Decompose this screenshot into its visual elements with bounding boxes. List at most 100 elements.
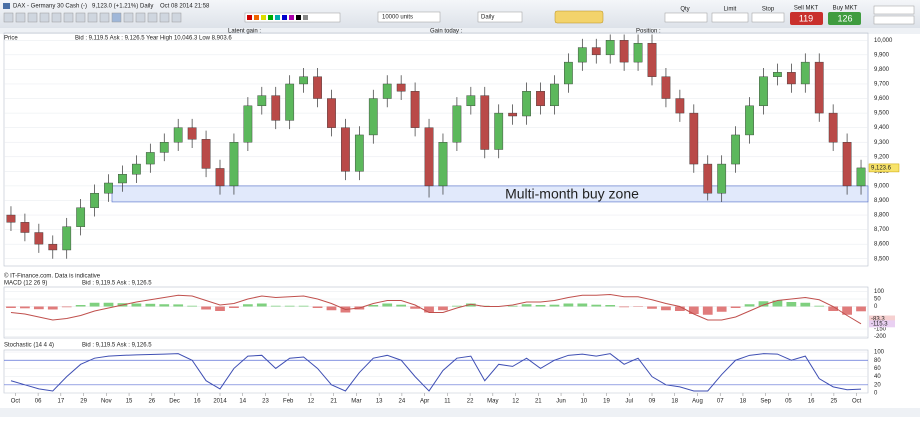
credit: © IT-Finance.com. Data is indicative — [4, 273, 101, 280]
swatch[interactable] — [282, 15, 287, 20]
y-tick-label: 9,500 — [874, 111, 890, 117]
tool[interactable] — [40, 13, 49, 22]
candle-body — [481, 96, 489, 150]
swatch[interactable] — [268, 15, 273, 20]
candle-body — [578, 48, 586, 63]
macd-marker-label: -115.3 — [871, 321, 888, 327]
y-tick-label: 9,600 — [874, 96, 890, 102]
logo — [555, 11, 603, 23]
candle-body — [439, 142, 447, 186]
candle-body — [369, 99, 377, 135]
candle-body — [773, 72, 781, 76]
macd-bar — [745, 304, 755, 306]
side-input[interactable] — [874, 6, 914, 14]
candle-body — [759, 77, 767, 106]
y-tick-label: 50 — [874, 297, 881, 303]
candle-body — [76, 208, 84, 227]
candle-body — [662, 77, 670, 99]
stoch-quote: Bid : 9,119.5 Ask : 9,126.5 — [82, 343, 152, 349]
macd-bar — [536, 305, 546, 307]
swatch[interactable] — [247, 15, 252, 20]
limit-label: Limit — [724, 7, 737, 13]
candle-body — [21, 222, 29, 232]
candle-body — [132, 164, 140, 174]
x-tick-label: 11 — [444, 399, 451, 405]
macd-bar — [76, 305, 86, 307]
x-tick-label: 10 — [580, 399, 587, 405]
x-tick-label: Feb — [283, 399, 294, 405]
stoch-title: Stochastic (14 4 4) — [4, 343, 54, 349]
y-tick-label: 8,500 — [874, 256, 890, 262]
candle-body — [118, 174, 126, 183]
candle-body — [355, 135, 363, 171]
x-tick-label: Dec — [169, 399, 180, 405]
candle-body — [801, 62, 809, 84]
candle-body — [745, 106, 753, 135]
y-tick-label: -200 — [874, 334, 887, 340]
swatch[interactable] — [275, 15, 280, 20]
candle-body — [536, 91, 544, 106]
macd-bar — [368, 305, 378, 307]
stop-label: Stop — [762, 7, 775, 13]
tool[interactable] — [124, 13, 133, 22]
macd-bar — [201, 307, 211, 310]
x-tick-label: 21 — [535, 399, 542, 405]
x-tick-label: 18 — [671, 399, 678, 405]
x-tick-label: Aug — [692, 399, 703, 405]
macd-bar — [619, 307, 629, 308]
swatch[interactable] — [254, 15, 259, 20]
candle-body — [592, 48, 600, 55]
tool[interactable] — [100, 13, 109, 22]
y-tick-label: 100 — [874, 289, 885, 295]
macd-bar — [243, 304, 253, 306]
x-tick-label: 25 — [831, 399, 838, 405]
tool[interactable] — [52, 13, 61, 22]
y-tick-label: 8,700 — [874, 227, 890, 233]
tool[interactable] — [76, 13, 85, 22]
tool[interactable] — [16, 13, 25, 22]
tool[interactable] — [64, 13, 73, 22]
position: Position : — [636, 29, 661, 35]
tool[interactable] — [4, 13, 13, 22]
candle-body — [49, 244, 57, 250]
tool[interactable] — [88, 13, 97, 22]
qty-label: Qty — [680, 7, 689, 13]
candle-body — [160, 142, 168, 152]
candle-body — [7, 215, 15, 222]
candle-body — [146, 152, 154, 164]
candle-body — [620, 40, 628, 62]
macd-bar — [299, 306, 309, 307]
macd-bar — [34, 307, 44, 310]
tool[interactable] — [148, 13, 157, 22]
color-palette[interactable] — [245, 13, 340, 22]
x-tick-label: 29 — [80, 399, 87, 405]
y-tick-label: 100 — [874, 350, 885, 356]
candle-body — [35, 233, 43, 245]
tool[interactable] — [28, 13, 37, 22]
qty-input[interactable] — [665, 13, 707, 22]
swatch[interactable] — [289, 15, 294, 20]
macd-bar — [132, 304, 142, 307]
stop-input[interactable] — [752, 13, 784, 22]
limit-input[interactable] — [712, 13, 748, 22]
y-tick-label: 9,200 — [874, 154, 890, 160]
swatch[interactable] — [296, 15, 301, 20]
swatch[interactable] — [303, 15, 308, 20]
tool[interactable] — [172, 13, 181, 22]
side-input[interactable] — [874, 16, 914, 24]
y-tick-label: -150 — [874, 327, 887, 333]
instrument: DAX - Germany 30 Cash (-) — [13, 4, 87, 10]
last-price-label: 9,123.6 — [871, 165, 892, 171]
swatch[interactable] — [261, 15, 266, 20]
buy-label: Buy MKT — [833, 6, 858, 12]
candle-body — [704, 164, 712, 193]
tool-icons[interactable] — [4, 13, 181, 22]
x-tick-label: 12 — [512, 399, 519, 405]
tool[interactable] — [112, 13, 121, 22]
candle-body — [787, 72, 795, 84]
x-tick-label: 2014 — [213, 399, 227, 405]
tool[interactable] — [136, 13, 145, 22]
tool[interactable] — [160, 13, 169, 22]
x-tick-label: 06 — [35, 399, 42, 405]
